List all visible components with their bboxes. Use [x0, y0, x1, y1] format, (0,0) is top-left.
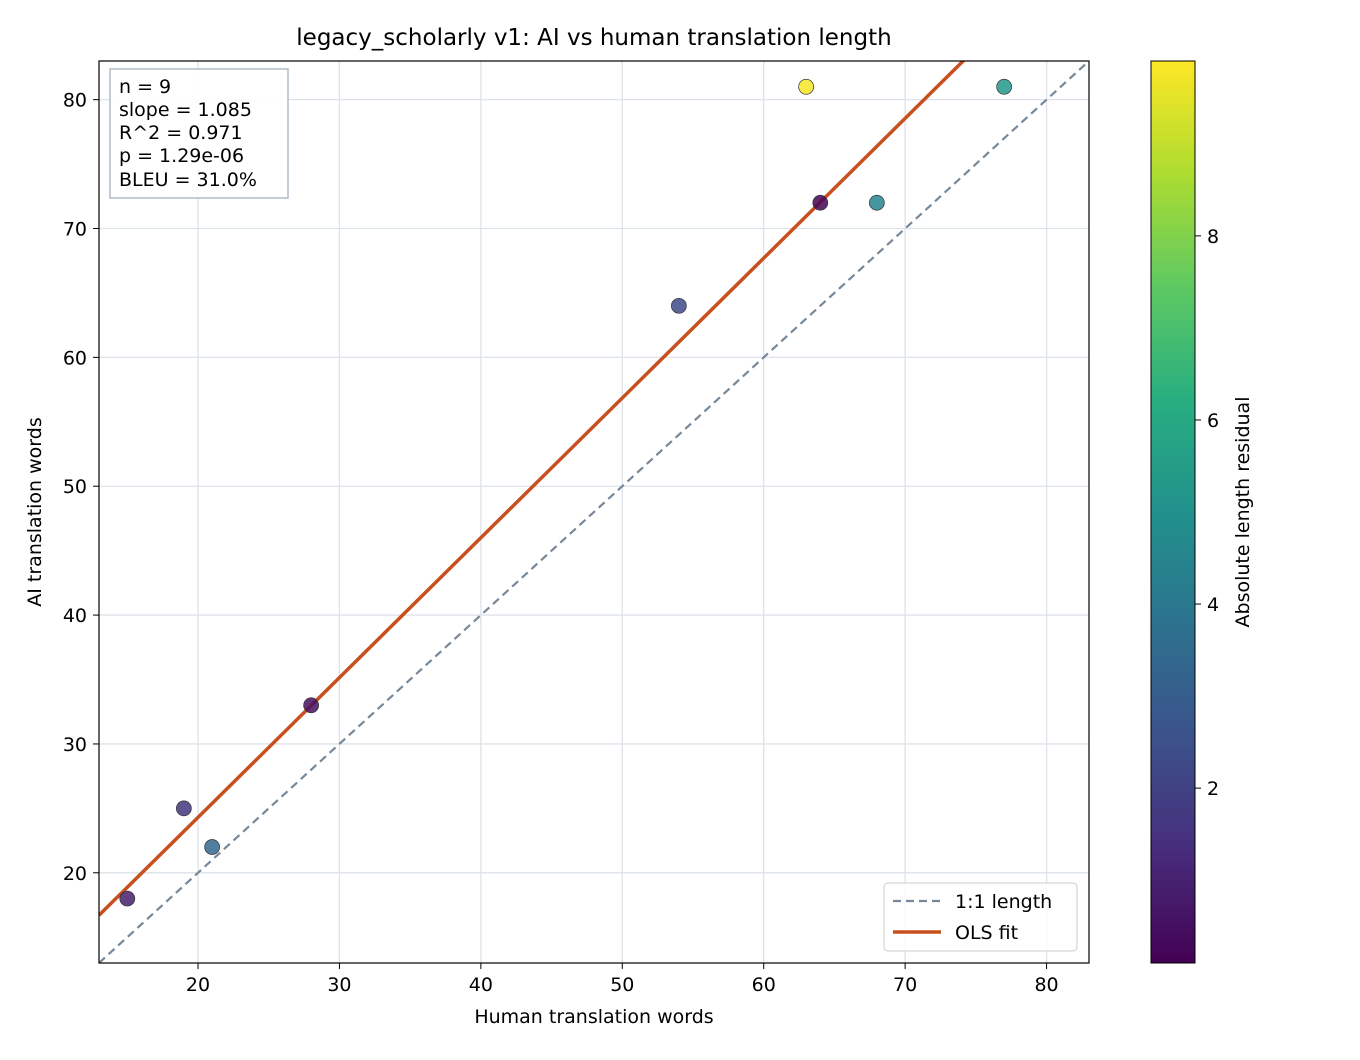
y-tick-label: 70 [63, 219, 87, 241]
colorbar-label: Absolute length residual [1232, 397, 1254, 628]
y-tick-label: 30 [63, 734, 87, 756]
x-tick-label: 70 [893, 974, 917, 996]
y-axis-label: AI translation words [24, 417, 46, 606]
stats-box: n = 9 slope = 1.085 R^2 = 0.971 p = 1.29… [109, 68, 289, 199]
x-tick-label: 30 [327, 974, 351, 996]
colorbar-tick-label: 8 [1207, 226, 1219, 248]
x-tick-label: 40 [469, 974, 493, 996]
legend-label-identity: 1:1 length [955, 891, 1052, 913]
colorbar-tick-label: 6 [1207, 410, 1219, 432]
x-tick-label: 80 [1034, 974, 1058, 996]
legend-label-ols: OLS fit [955, 922, 1018, 944]
x-tick-label: 20 [186, 974, 210, 996]
data-point [671, 297, 687, 314]
colorbar-tick-label: 2 [1207, 778, 1219, 800]
stats-line-slope: slope = 1.085 [119, 99, 252, 121]
stats-line-n: n = 9 [119, 76, 171, 98]
stats-line-bleu: BLEU = 31.0% [119, 169, 257, 191]
data-points [119, 78, 1012, 907]
colorbar: 2 4 6 8 Absolute length residual [1150, 60, 1254, 964]
y-axis-ticks: 20 30 40 50 60 70 80 [63, 90, 99, 885]
y-tick-label: 50 [63, 476, 87, 498]
data-point [798, 78, 814, 95]
stats-line-p: p = 1.29e-06 [119, 145, 244, 167]
reference-lines [99, 61, 1089, 963]
data-point [812, 194, 829, 211]
x-axis-ticks: 20 30 40 50 60 70 80 [186, 963, 1059, 996]
colorbar-gradient [1150, 60, 1196, 964]
y-tick-label: 60 [63, 347, 87, 369]
data-point [204, 839, 220, 855]
data-point [869, 194, 885, 211]
chart-title: legacy_scholarly v1: AI vs human transla… [296, 25, 891, 51]
colorbar-ticks: 2 4 6 8 [1195, 226, 1219, 800]
legend: 1:1 length OLS fit [883, 882, 1078, 952]
data-point [119, 890, 136, 907]
y-tick-label: 20 [63, 863, 87, 885]
x-axis-label: Human translation words [474, 1006, 713, 1028]
y-tick-label: 40 [63, 605, 87, 627]
ols-fit-line [99, 61, 966, 917]
plot-frame [98, 60, 1090, 964]
y-tick-label: 80 [63, 90, 87, 112]
x-tick-label: 50 [610, 974, 634, 996]
data-point [996, 78, 1012, 95]
data-point [303, 697, 319, 714]
identity-line [99, 61, 1089, 963]
colorbar-tick-label: 4 [1207, 594, 1219, 616]
x-tick-label: 60 [752, 974, 776, 996]
data-point [176, 800, 192, 817]
stats-line-r2: R^2 = 0.971 [119, 122, 243, 144]
